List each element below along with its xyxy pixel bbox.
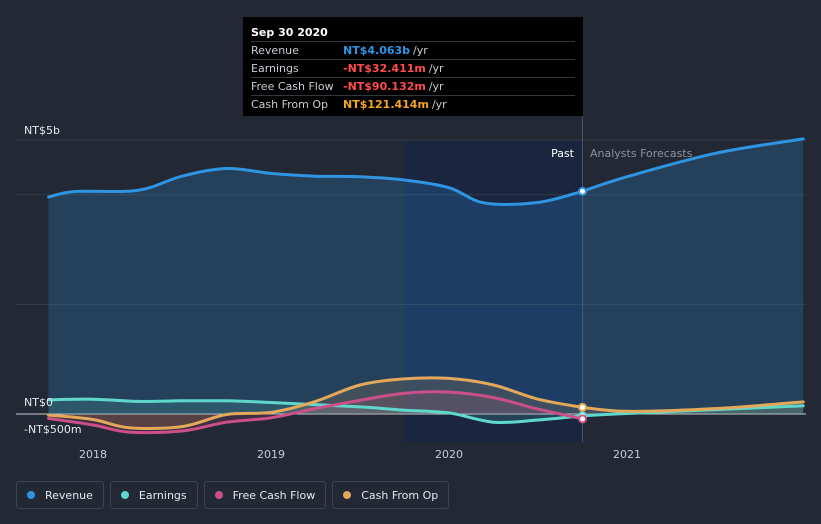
legend-dot-icon [27,491,35,499]
legend: Revenue Earnings Free Cash Flow Cash Fro… [16,481,450,509]
legend-label: Free Cash Flow [232,488,316,502]
tooltip-row-cfo: Cash From Op NT$121.414m /yr [251,95,575,113]
legend-dot-icon [214,491,223,499]
legend-dot-icon [120,491,129,499]
y-label-bottom: -NT$500m [24,423,82,436]
cfo-area [48,377,804,429]
tooltip-row-unit: /yr [428,62,444,75]
revenue-area [48,138,804,414]
tooltip-date: Sep 30 2020 [251,26,328,39]
earnings-line-past [47,397,584,425]
x-tick-label: 2018 [79,448,107,461]
fcf-area [48,391,583,433]
axis-labels: NT$5b NT$0 -NT$500m 2018 2019 2020 2021 … [24,124,693,461]
series-markers [578,186,587,424]
tooltip-row-unit: /yr [431,98,447,111]
y-label-zero: NT$0 [24,396,53,409]
tooltip-row-label: Free Cash Flow [251,80,334,93]
legend-item-revenue[interactable]: Revenue [16,481,104,509]
legend-label: Cash From Op [361,488,439,502]
tooltip-row-unit: /yr [428,80,444,93]
revenue-line-forecast [581,137,805,193]
legend-label: Revenue [45,488,93,502]
legend-label: Earnings [138,488,187,502]
revenue-marker [578,186,587,196]
tooltip-row-unit: /yr [413,44,428,57]
series-lines [47,137,805,435]
tooltip-row-label: Cash From Op [251,98,329,111]
legend-item-fcf[interactable]: Free Cash Flow [203,481,327,509]
grid-lines [16,116,806,442]
tooltip-row-earnings: Earnings -NT$32.411m /yr [251,59,575,77]
series-areas [48,138,804,433]
tooltip-row-value: -NT$90.132m [343,80,426,93]
x-tick-label: 2021 [613,448,641,461]
tooltip-row-value: NT$121.414m [343,98,429,111]
tooltip-row-label: Earnings [251,62,299,75]
forecast-label: Analysts Forecasts [590,147,693,160]
fcf-line-past [47,390,584,435]
x-tick-label: 2019 [257,448,285,461]
tooltip-row-label: Revenue [251,44,299,57]
tooltip-row-value: NT$4.063b [343,44,411,57]
cfo-line-forecast [581,400,805,413]
cfo-line-past [47,376,584,430]
earnings-area [48,399,804,423]
legend-dot-icon [343,491,352,499]
cfo-marker [578,402,587,412]
past-label: Past [551,147,575,160]
legend-item-cfo[interactable]: Cash From Op [332,481,450,509]
y-label-top: NT$5b [24,124,60,137]
tooltip-row-fcf: Free Cash Flow -NT$90.132m /yr [251,77,575,95]
tooltip: Sep 30 2020 Revenue NT$4.063b /yr Earnin… [243,17,583,116]
revenue-line-past [47,166,584,206]
legend-item-earnings[interactable]: Earnings [109,481,198,509]
tooltip-row-revenue: Revenue NT$4.063b /yr [251,41,575,59]
tooltip-row-value: -NT$32.411m [343,62,426,75]
fcf-marker [578,414,587,424]
x-tick-label: 2020 [435,448,463,461]
